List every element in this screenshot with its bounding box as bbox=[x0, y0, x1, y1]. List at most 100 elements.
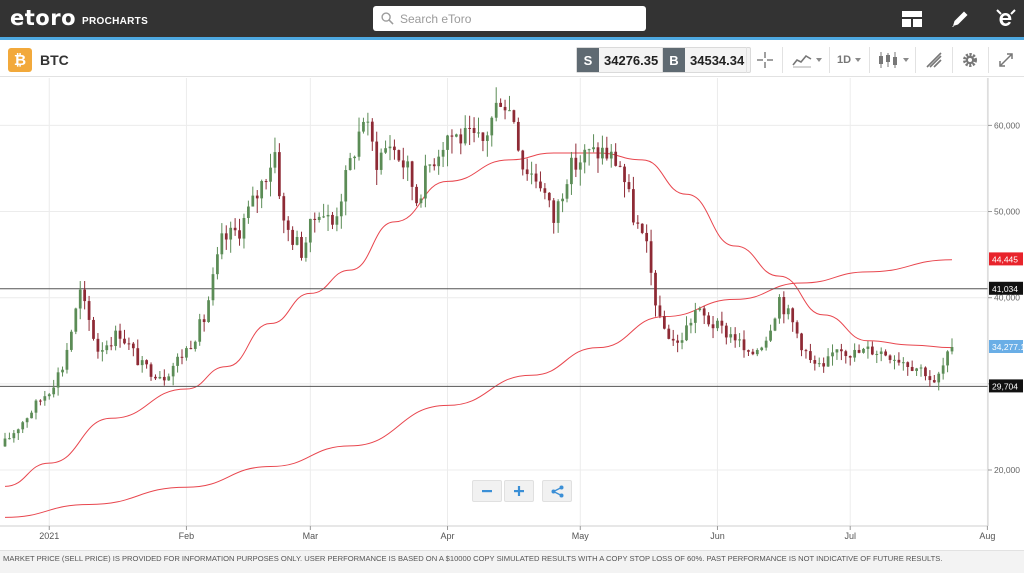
candle-body bbox=[83, 289, 87, 302]
candle-body bbox=[25, 418, 29, 423]
candle-body bbox=[764, 340, 768, 348]
candle-body bbox=[87, 301, 91, 320]
candle-body bbox=[547, 192, 551, 201]
candle-body bbox=[853, 349, 857, 358]
search-box[interactable] bbox=[373, 6, 646, 31]
candle-body bbox=[313, 218, 317, 220]
candles-icon[interactable] bbox=[873, 47, 913, 73]
candle-body bbox=[596, 147, 600, 159]
candle-body bbox=[773, 318, 777, 331]
candle-body bbox=[915, 368, 918, 371]
etoro-logo[interactable]: etoro PROCHARTS bbox=[10, 6, 148, 30]
candle-body bbox=[689, 322, 693, 326]
candle-body bbox=[300, 236, 303, 258]
drawing-tools-icon[interactable] bbox=[919, 47, 949, 73]
candle-body bbox=[229, 227, 233, 240]
candle-body bbox=[446, 135, 449, 150]
candle-body bbox=[344, 170, 348, 202]
candle-body bbox=[21, 422, 25, 430]
candle-body bbox=[844, 351, 848, 357]
candle-body bbox=[348, 158, 352, 171]
candle-body bbox=[326, 214, 330, 217]
candle-body bbox=[198, 319, 202, 342]
candle-body bbox=[685, 325, 688, 341]
candle-body bbox=[928, 376, 932, 381]
layout-icon[interactable] bbox=[897, 5, 927, 33]
x-tick-label: Feb bbox=[179, 531, 195, 541]
zoom-in-button[interactable] bbox=[504, 480, 534, 502]
candle-body bbox=[167, 376, 171, 381]
share-icon bbox=[551, 485, 563, 497]
price-chart[interactable]: 20,00030,00040,00050,00060,0002021FebMar… bbox=[0, 78, 1024, 550]
candle-body bbox=[432, 164, 436, 167]
candle-body bbox=[202, 319, 206, 323]
x-tick-label: Mar bbox=[303, 531, 319, 541]
candle-body bbox=[543, 188, 547, 193]
logo-text: etoro bbox=[10, 6, 76, 30]
candle-body bbox=[109, 345, 113, 347]
x-tick-label: Aug bbox=[979, 531, 995, 541]
chart-type-icon[interactable] bbox=[788, 47, 826, 73]
candlesticks bbox=[3, 87, 954, 447]
candle-body bbox=[149, 364, 153, 377]
share-button[interactable] bbox=[542, 480, 572, 502]
candle-body bbox=[459, 134, 463, 144]
candle-body bbox=[893, 359, 896, 361]
search-input[interactable] bbox=[400, 11, 630, 26]
candle-body bbox=[826, 356, 830, 367]
candle-body bbox=[813, 360, 817, 364]
candle-body bbox=[711, 324, 715, 329]
etoro-e-icon[interactable] bbox=[991, 5, 1021, 33]
candle-body bbox=[817, 363, 821, 365]
candle-body bbox=[786, 308, 790, 315]
candle-body bbox=[556, 201, 560, 223]
candle-body bbox=[193, 341, 197, 349]
candle-body bbox=[455, 134, 458, 137]
candle-body bbox=[353, 156, 356, 159]
candle-body bbox=[291, 229, 295, 245]
candle-body bbox=[835, 349, 839, 353]
candle-body bbox=[123, 338, 126, 344]
candle-body bbox=[862, 348, 865, 353]
candle-body bbox=[12, 433, 16, 439]
candle-body bbox=[623, 166, 626, 183]
candle-body bbox=[587, 149, 591, 151]
pencil-icon[interactable] bbox=[945, 5, 975, 33]
zoom-out-button[interactable] bbox=[472, 480, 502, 502]
candle-body bbox=[375, 141, 379, 170]
candle-body bbox=[424, 165, 427, 199]
candle-body bbox=[671, 338, 675, 341]
candle-body bbox=[16, 429, 20, 434]
candle-body bbox=[800, 333, 803, 351]
candle-body bbox=[733, 334, 737, 341]
settings-icon[interactable] bbox=[955, 47, 985, 73]
candle-body bbox=[667, 328, 671, 339]
candle-body bbox=[503, 106, 507, 111]
candle-body bbox=[791, 308, 795, 323]
crosshair-icon[interactable] bbox=[750, 47, 780, 73]
sell-price-button[interactable]: S 34276.35 bbox=[576, 47, 666, 73]
candle-body bbox=[592, 147, 595, 150]
candle-body bbox=[640, 223, 644, 233]
price-label-text: 34,277.1 bbox=[992, 342, 1024, 352]
fullscreen-icon[interactable] bbox=[991, 47, 1021, 73]
candle-body bbox=[910, 366, 914, 371]
candle-body bbox=[481, 132, 485, 141]
candle-body bbox=[136, 348, 140, 366]
timeframe-dropdown[interactable]: 1D bbox=[832, 47, 866, 73]
candle-body bbox=[415, 186, 418, 204]
candle-body bbox=[264, 181, 268, 183]
candle-body bbox=[884, 351, 887, 356]
buy-price-button[interactable]: B 34534.34 bbox=[662, 47, 752, 73]
candle-body bbox=[809, 351, 812, 361]
candle-body bbox=[176, 356, 179, 366]
horizontal-lines[interactable] bbox=[0, 288, 988, 387]
candle-body bbox=[574, 157, 578, 170]
candle-body bbox=[499, 102, 502, 107]
candle-body bbox=[96, 338, 100, 352]
candle-body bbox=[472, 127, 476, 133]
price-label-text: 41,034 bbox=[992, 284, 1018, 294]
candle-body bbox=[521, 150, 525, 170]
candle-body bbox=[39, 400, 42, 402]
